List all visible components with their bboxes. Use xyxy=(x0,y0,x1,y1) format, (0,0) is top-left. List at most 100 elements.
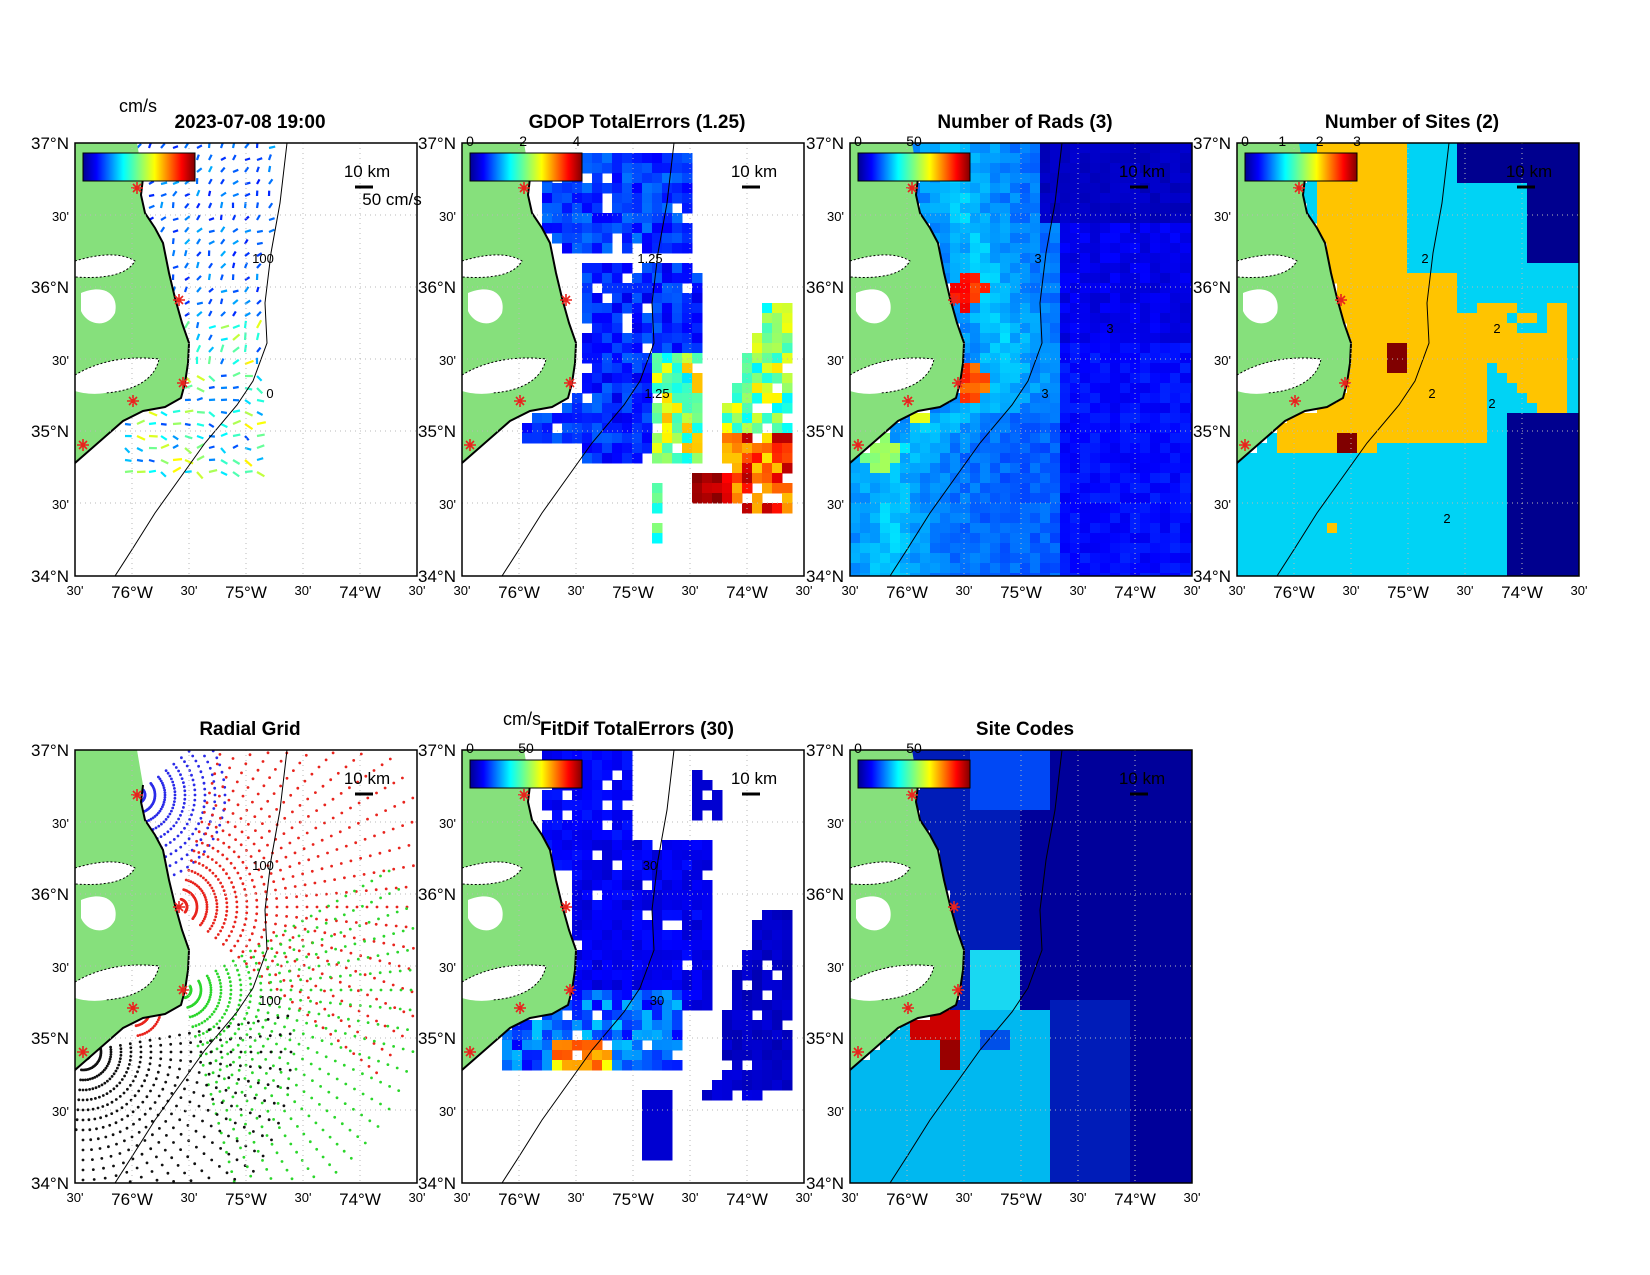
grid-cell xyxy=(1160,483,1171,494)
grid-cell xyxy=(1000,153,1011,164)
grid-cell xyxy=(970,543,981,554)
grid-cell xyxy=(970,443,981,454)
grid-cell xyxy=(1507,553,1518,564)
grid-cell xyxy=(632,453,643,464)
radial-grid-point xyxy=(179,813,182,817)
current-vector xyxy=(219,358,225,365)
grid-cell xyxy=(1397,503,1408,514)
radial-grid-point xyxy=(114,1098,118,1101)
grid-cell xyxy=(1427,463,1438,474)
grid-cell xyxy=(782,323,793,334)
radial-grid-point xyxy=(320,943,324,947)
grid-cell xyxy=(980,403,991,414)
radial-grid-point xyxy=(155,1020,159,1024)
radial-grid-point xyxy=(360,1113,363,1117)
grid-cell xyxy=(1487,203,1498,214)
grid-cell xyxy=(1267,503,1278,514)
current-vector xyxy=(256,411,264,416)
radial-grid-point xyxy=(314,791,317,794)
albemarle-sound xyxy=(1237,254,1297,278)
radial-grid-point xyxy=(208,995,212,999)
grid-cell xyxy=(980,183,991,194)
grid-cell xyxy=(632,233,643,244)
grid-cell xyxy=(1567,183,1578,194)
grid-cell xyxy=(1537,523,1548,534)
radial-grid-point xyxy=(335,905,339,909)
grid-cell xyxy=(910,503,921,514)
grid-cell xyxy=(692,373,703,384)
grid-cell xyxy=(1477,553,1488,564)
grid-cell xyxy=(1347,253,1358,264)
grid-cell xyxy=(1120,173,1131,184)
grid-cell xyxy=(752,373,763,384)
current-vector xyxy=(232,358,240,365)
grid-cell xyxy=(1407,453,1418,464)
grid-cell xyxy=(1237,503,1248,514)
grid-cell xyxy=(1557,493,1568,504)
grid-cell xyxy=(1170,573,1181,576)
grid-cell xyxy=(1080,253,1091,264)
radial-grid-point xyxy=(222,1029,226,1033)
grid-cell xyxy=(672,393,683,404)
grid-cell xyxy=(1507,333,1518,344)
grid-cell xyxy=(1347,233,1358,244)
grid-cell xyxy=(990,403,1001,414)
grid-cell xyxy=(1100,333,1111,344)
grid-cell xyxy=(1040,493,1051,504)
radial-grid-point xyxy=(311,843,315,846)
radial-grid-point xyxy=(171,780,175,784)
grid-cell xyxy=(1367,143,1378,154)
grid-cell xyxy=(950,563,961,574)
current-vector xyxy=(172,444,179,449)
grid-cell xyxy=(880,543,891,554)
radial-grid-point xyxy=(256,1008,260,1012)
grid-cell xyxy=(1180,163,1191,174)
grid-cell xyxy=(1547,333,1558,344)
radial-grid-point xyxy=(283,816,287,820)
radial-grid-point xyxy=(395,910,399,914)
grid-cell xyxy=(1010,283,1021,294)
radial-grid-point xyxy=(159,835,163,838)
grid-cell xyxy=(1070,233,1081,244)
radial-grid-point xyxy=(279,997,282,1000)
grid-cell xyxy=(1347,543,1358,554)
grid-cell xyxy=(1507,503,1518,514)
grid-cell xyxy=(1427,363,1438,374)
grid-cell xyxy=(772,413,783,424)
radial-grid-point xyxy=(168,1035,172,1039)
grid-cell xyxy=(1437,503,1448,514)
grid-cell xyxy=(1487,343,1498,354)
grid-cell xyxy=(642,183,653,194)
radial-grid-point xyxy=(268,973,272,977)
grid-cell xyxy=(582,313,593,324)
grid-cell xyxy=(940,563,951,574)
grid-cell xyxy=(1417,243,1428,254)
grid-cell xyxy=(1547,313,1558,324)
radial-grid-point xyxy=(310,869,314,873)
radial-grid-point xyxy=(379,1080,382,1084)
grid-cell xyxy=(940,253,951,264)
grid-cell xyxy=(1437,543,1448,554)
grid-cell xyxy=(1367,323,1378,334)
grid-cell xyxy=(612,343,623,354)
grid-cell xyxy=(1070,293,1081,304)
grid-cell xyxy=(970,243,981,254)
radial-grid-point xyxy=(170,777,173,781)
grid-cell xyxy=(1407,573,1418,576)
grid-cell xyxy=(1337,433,1348,444)
grid-cell xyxy=(1467,253,1478,264)
grid-cell xyxy=(1040,213,1051,224)
grid-cell xyxy=(980,433,991,444)
grid-cell xyxy=(880,563,891,574)
grid-cell xyxy=(1557,193,1568,204)
grid-cell xyxy=(1487,263,1498,274)
grid-cell xyxy=(1000,233,1011,244)
radial-grid-point xyxy=(156,1070,160,1074)
grid-cell xyxy=(870,553,881,564)
grid-cell xyxy=(1477,163,1488,174)
grid-cell xyxy=(1507,343,1518,354)
radial-grid-point xyxy=(303,927,307,931)
grid-cell xyxy=(1377,383,1388,394)
grid-cell xyxy=(900,433,911,444)
grid-cell xyxy=(1060,563,1071,574)
